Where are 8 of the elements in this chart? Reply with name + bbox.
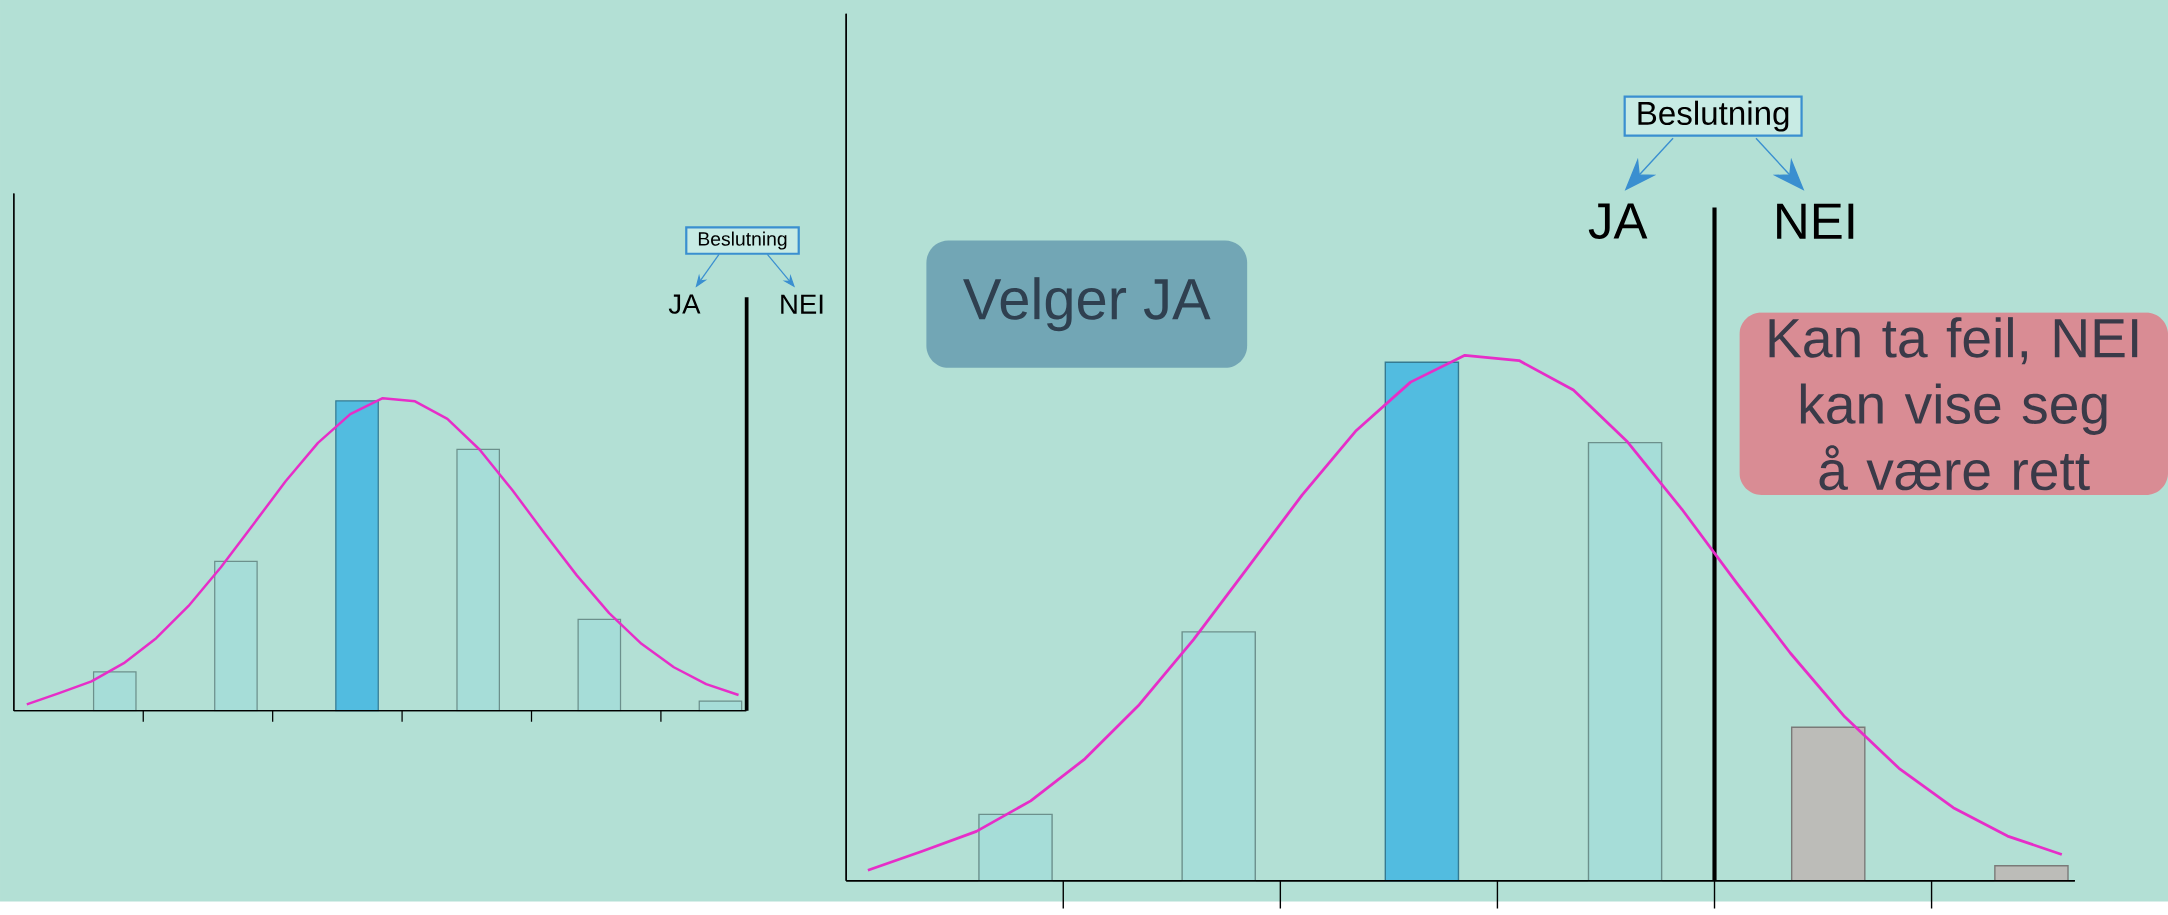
annotation: Kan ta feil, NEI kan vise seg å være rett — [1769, 317, 2138, 491]
text: Velger JA — [963, 277, 1211, 332]
text: Beslutning — [698, 231, 787, 250]
text: Beslutning — [1638, 100, 1789, 132]
text: NEI — [781, 294, 823, 314]
text: JA — [1588, 203, 1648, 239]
text: NEI — [1777, 203, 1854, 239]
text: JA — [668, 294, 701, 314]
